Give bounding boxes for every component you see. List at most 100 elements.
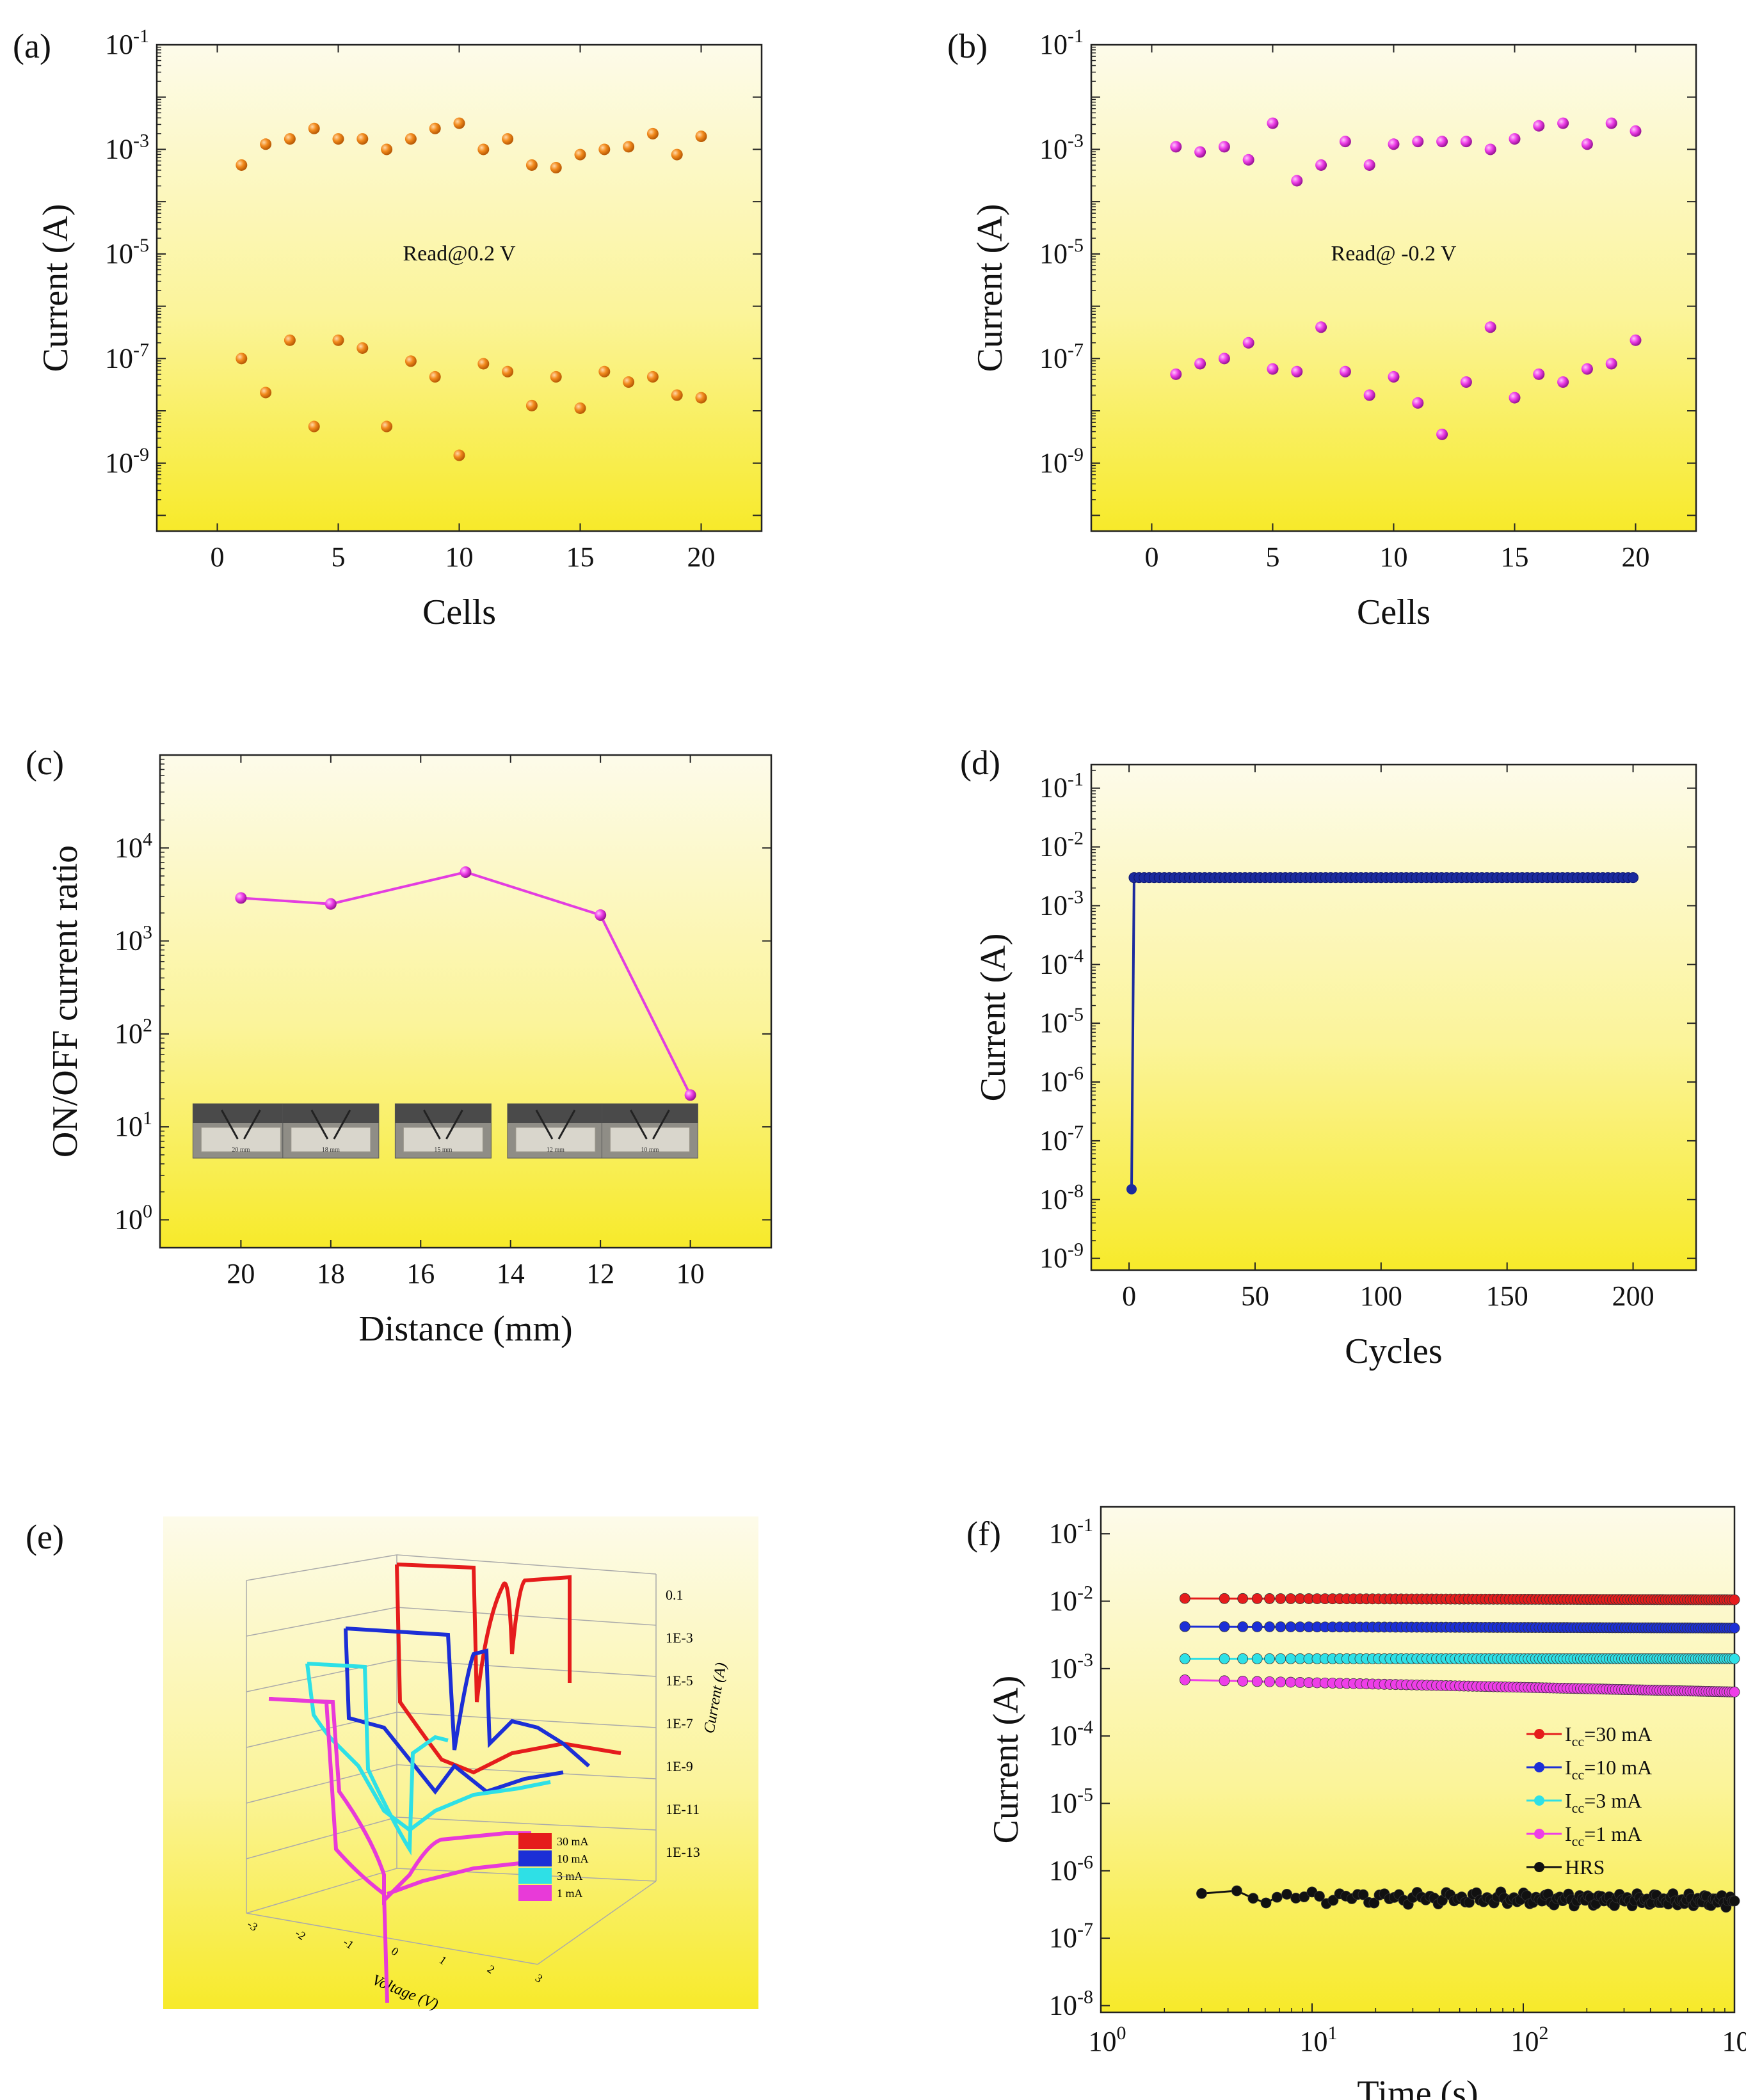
data-point bbox=[1436, 136, 1448, 148]
data-point bbox=[332, 133, 344, 145]
data-point bbox=[332, 334, 344, 346]
data-point bbox=[525, 159, 538, 171]
photo-probe bbox=[445, 1110, 463, 1140]
legend-swatch bbox=[518, 1885, 552, 1901]
y-tick-label: 10-2 bbox=[1039, 828, 1084, 863]
data-point bbox=[381, 420, 393, 433]
panel-e: (e) 0.11E-31E-51E-71E-91E-111E-13Current… bbox=[26, 1516, 758, 2013]
y-tick-label: 10-2 bbox=[1049, 1582, 1093, 1616]
y-axis-label: Current (A) bbox=[986, 1676, 1026, 1844]
data-point bbox=[1242, 154, 1254, 166]
x-tick-label: 103 bbox=[1722, 2023, 1746, 2057]
y-tick-label: 10-3 bbox=[1039, 886, 1084, 921]
y-tick-label: 102 bbox=[115, 1015, 152, 1049]
data-point bbox=[623, 376, 635, 388]
x-tick-label: 10 bbox=[677, 1258, 705, 1289]
plot-area bbox=[163, 1516, 758, 2009]
data-point bbox=[550, 370, 562, 383]
plot-area bbox=[1090, 763, 1697, 1271]
y-tick-label: 10-7 bbox=[1039, 339, 1084, 374]
photo-substrate bbox=[291, 1127, 371, 1152]
data-point bbox=[598, 365, 611, 378]
x-tick-label: 102 bbox=[1511, 2023, 1549, 2057]
data-point bbox=[1237, 1621, 1249, 1632]
grid-line bbox=[246, 1817, 397, 1859]
panel-d: (d) 0 50 100 150 200 10-1 10-2 10-3 10-4 10-5 10-6… bbox=[960, 744, 1697, 1371]
legend-label: 1 mA bbox=[557, 1887, 583, 1900]
data-point bbox=[1299, 1891, 1310, 1902]
y-tick-label: 10-1 bbox=[105, 26, 149, 60]
data-point bbox=[308, 420, 320, 433]
panel-a: (a) 0 5 10 15 20 10-1 10-3 10-5 10-7 10-9 Cells Cur… bbox=[13, 26, 763, 632]
data-point bbox=[404, 133, 417, 145]
inset-photo: 15 mm bbox=[394, 1103, 492, 1159]
data-point bbox=[1218, 353, 1230, 365]
data-point bbox=[671, 389, 683, 401]
plot-b: 0 5 10 15 20 10-1 10-3 10-5 10-7 10-9 Cells Current… bbox=[970, 26, 1697, 632]
iv-curve bbox=[395, 1563, 621, 1775]
x-tick-label: 5 bbox=[332, 541, 346, 573]
iv-curve bbox=[305, 1662, 551, 1856]
x-tick-label: 0 bbox=[211, 541, 225, 573]
x-tick-label: 0 bbox=[1122, 1280, 1136, 1312]
data-point bbox=[1484, 321, 1496, 333]
z-tick-label: 1E-7 bbox=[666, 1715, 693, 1731]
panel-c: (c) 20 18 16 14 12 10 100 101 102 103 104 Distance … bbox=[26, 744, 773, 1349]
data-point bbox=[695, 131, 707, 143]
data-point bbox=[381, 143, 393, 155]
x-tick-label: 12 bbox=[586, 1258, 614, 1289]
x-tick-label: 20 bbox=[1622, 541, 1650, 573]
z-tick-label: 1E-11 bbox=[666, 1801, 700, 1817]
photo-substrate bbox=[609, 1127, 690, 1152]
data-point bbox=[236, 159, 248, 171]
data-point bbox=[1630, 125, 1642, 137]
photo-probe bbox=[557, 1110, 576, 1140]
data-point bbox=[1267, 363, 1279, 375]
data-point bbox=[324, 898, 337, 910]
x-tick-label: 100 bbox=[1089, 2023, 1126, 2057]
legend-marker bbox=[1534, 1762, 1544, 1772]
panel-label: (e) bbox=[26, 1518, 64, 1556]
data-point bbox=[1275, 1621, 1286, 1632]
y-tick-label: 101 bbox=[115, 1108, 152, 1142]
plot-area bbox=[1090, 44, 1697, 532]
y-tick-label: 10-1 bbox=[1039, 26, 1084, 60]
data-point bbox=[1179, 1593, 1190, 1604]
photo-background bbox=[602, 1104, 698, 1123]
data-point bbox=[477, 143, 490, 155]
data-point bbox=[1436, 428, 1448, 440]
grid-line bbox=[396, 1607, 657, 1626]
x-tick-label: 15 bbox=[566, 541, 595, 573]
photo-probe bbox=[333, 1110, 351, 1140]
y-tick-label: 10-5 bbox=[1049, 1784, 1093, 1818]
data-point bbox=[1251, 1653, 1263, 1664]
data-point bbox=[1275, 1593, 1286, 1604]
data-point bbox=[1358, 1889, 1369, 1900]
series bbox=[1179, 1593, 1740, 1605]
data-point bbox=[1251, 1593, 1263, 1604]
data-point bbox=[1581, 138, 1593, 150]
y-tick-label: 10-6 bbox=[1039, 1063, 1084, 1097]
y-tick-label: 10-3 bbox=[105, 130, 149, 164]
photo-background bbox=[507, 1104, 604, 1123]
data-point bbox=[1219, 1653, 1230, 1664]
y-axis-label: Current (A) bbox=[36, 204, 76, 372]
data-point bbox=[1484, 143, 1496, 155]
x-tick-label: 10 bbox=[445, 541, 474, 573]
legend-label: 30 mA bbox=[557, 1835, 589, 1848]
y-tick-label: 10-1 bbox=[1039, 769, 1084, 804]
data-point bbox=[356, 133, 369, 145]
data-point bbox=[1557, 117, 1569, 129]
data-point bbox=[404, 355, 417, 367]
data-point bbox=[1388, 138, 1400, 150]
data-point bbox=[671, 148, 683, 161]
data-point bbox=[1729, 1594, 1740, 1605]
legend-label: Icc=30 mA bbox=[1565, 1722, 1652, 1749]
photo-caption: 12 mm bbox=[547, 1147, 565, 1154]
legend-label: HRS bbox=[1565, 1856, 1605, 1879]
data-point bbox=[1581, 363, 1593, 375]
data-point bbox=[284, 133, 296, 145]
legend-label: Icc=3 mA bbox=[1565, 1789, 1642, 1816]
data-point bbox=[1533, 368, 1545, 380]
data-point bbox=[1219, 1675, 1230, 1687]
